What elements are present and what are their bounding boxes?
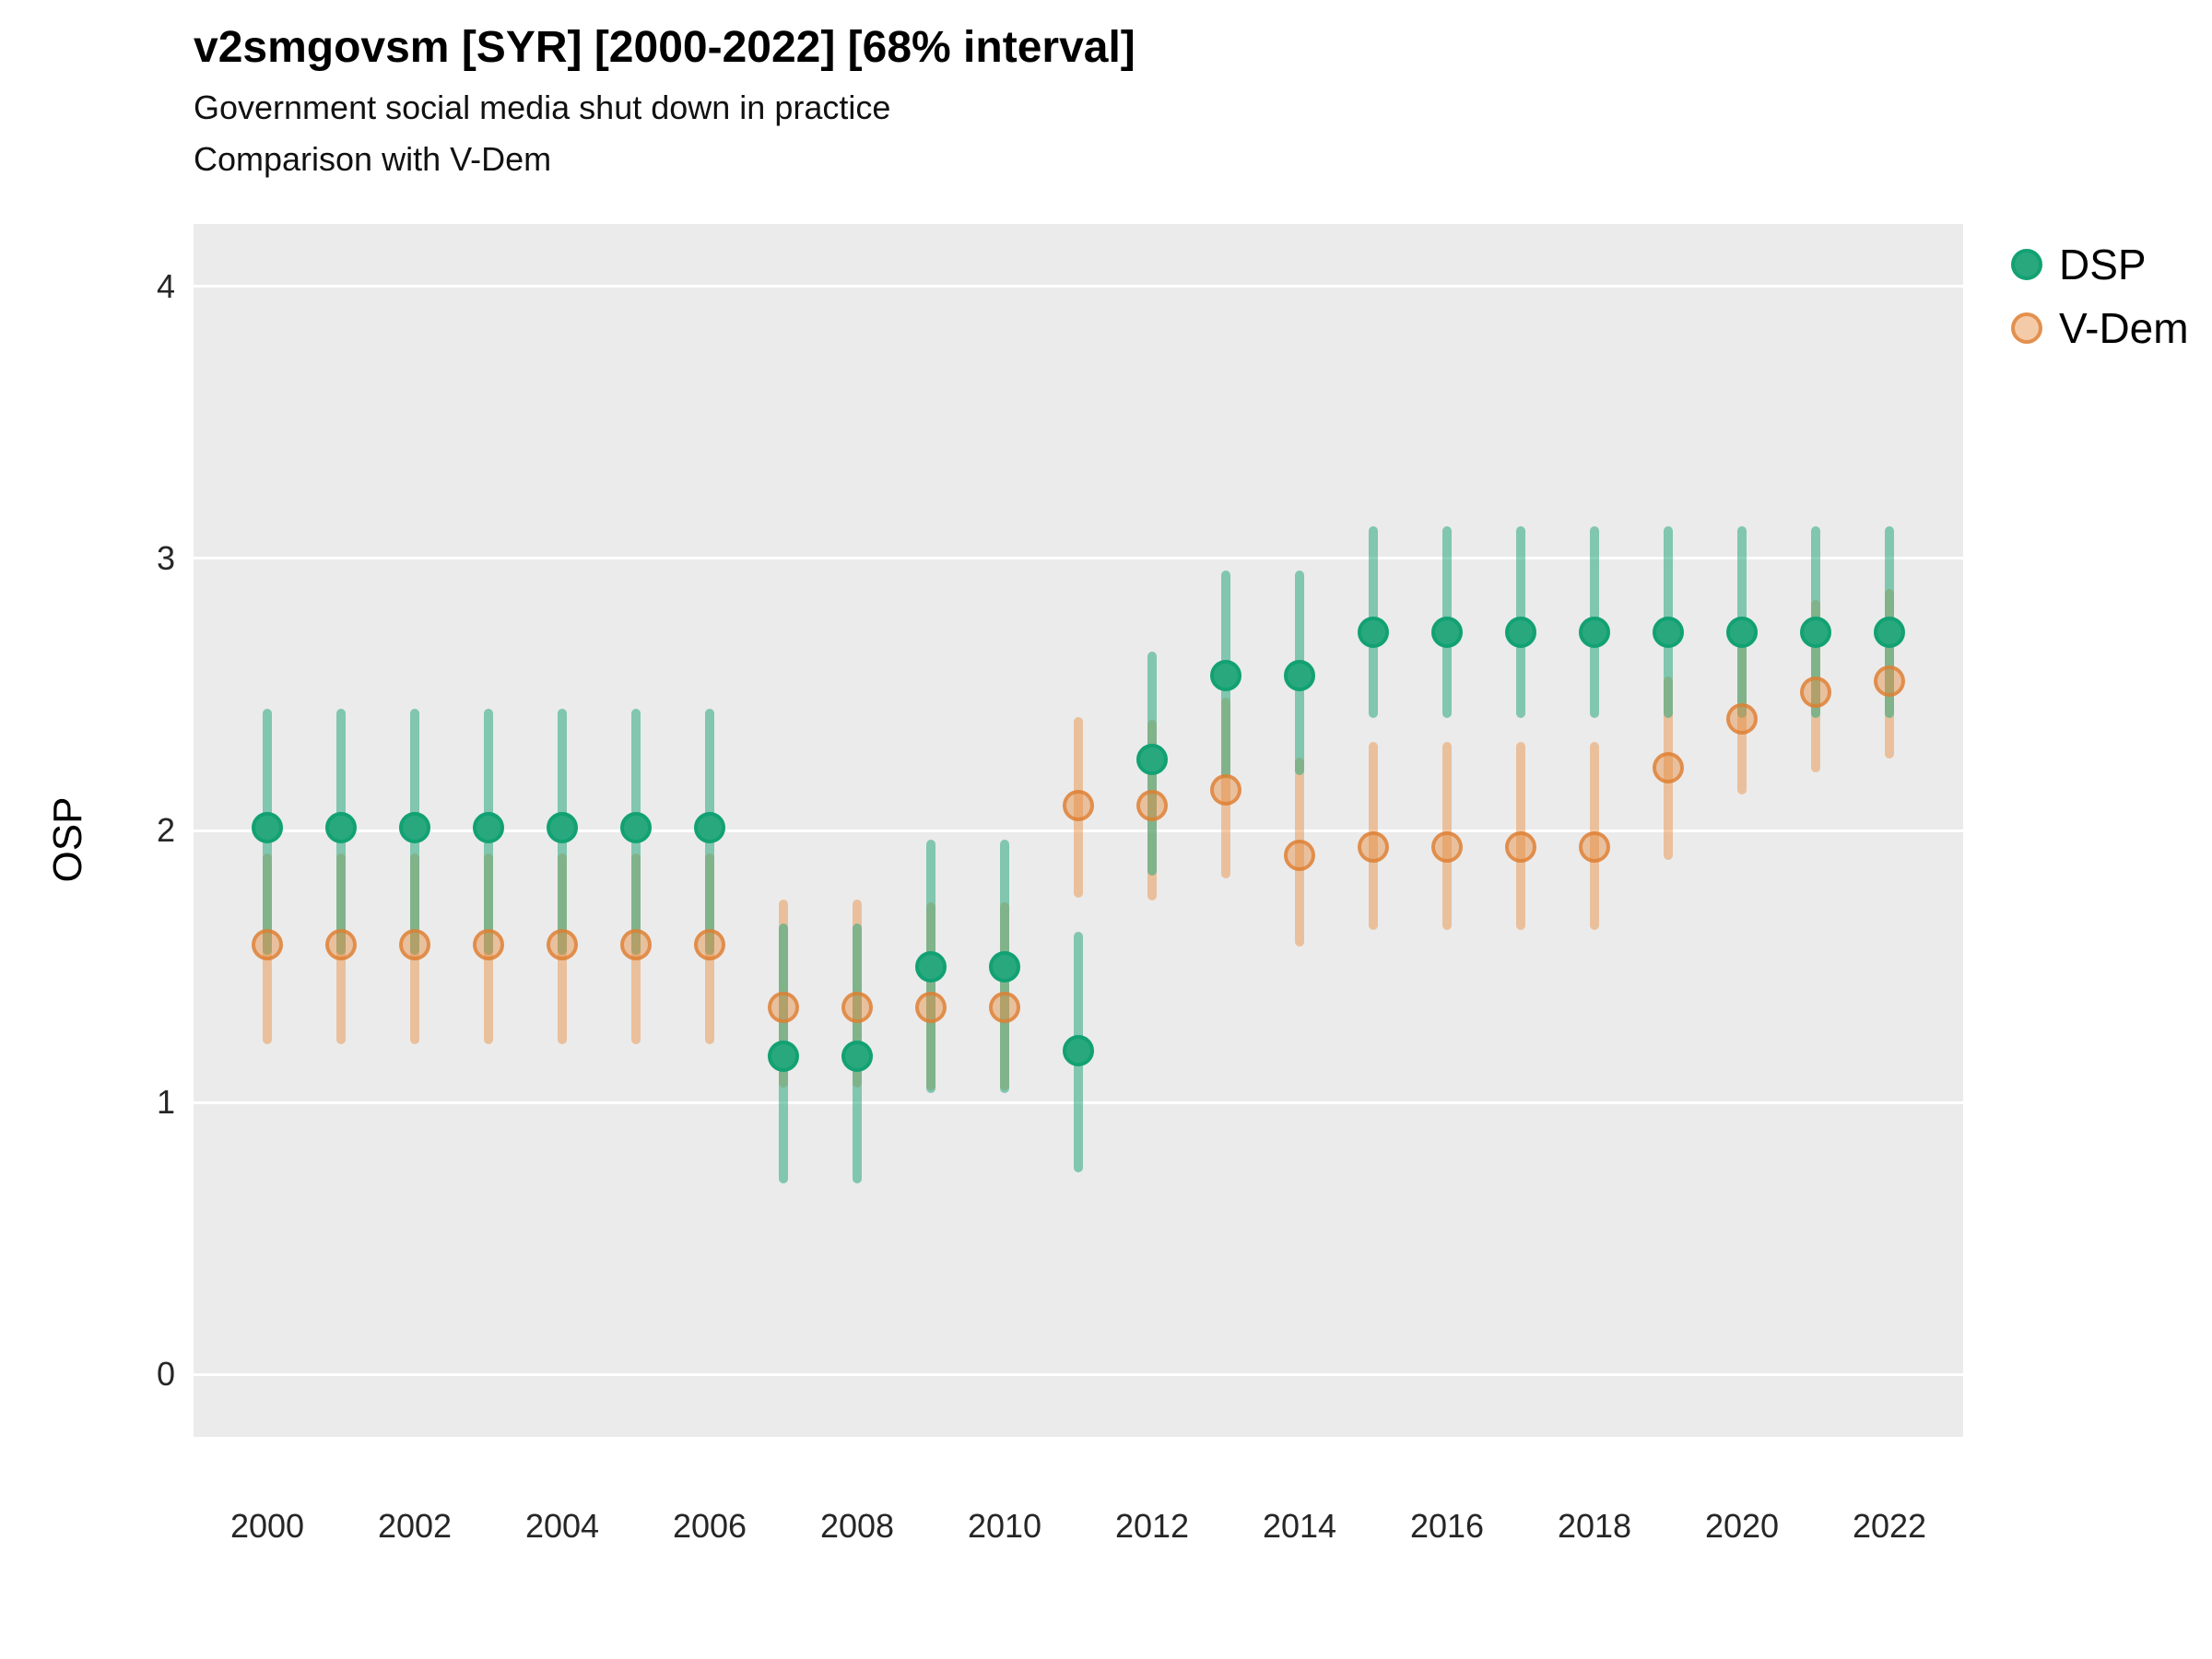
dsp-point-2001 (325, 812, 357, 844)
x-tick-label-2016: 2016 (1409, 1507, 1485, 1545)
x-tick-label-2018: 2018 (1557, 1507, 1632, 1545)
v-dem-point-2004 (547, 928, 578, 960)
vdem-legend-marker-icon (2011, 312, 2042, 344)
x-tick-label-2022: 2022 (1852, 1507, 1927, 1545)
dsp-point-2015 (1358, 616, 1389, 648)
dsp-point-2006 (694, 812, 725, 844)
dsp-point-2008 (841, 1040, 873, 1072)
v-dem-point-2008 (841, 991, 873, 1023)
gridline-y-0 (194, 1372, 1963, 1376)
plot-panel (194, 224, 1963, 1437)
dsp-point-2013 (1210, 659, 1241, 691)
x-tick-label-2010: 2010 (967, 1507, 1042, 1545)
dsp-point-2012 (1136, 744, 1168, 776)
v-dem-point-2010 (989, 991, 1020, 1023)
v-dem-point-2013 (1210, 773, 1241, 806)
dsp-point-2020 (1726, 616, 1758, 648)
y-tick-label-4: 4 (156, 266, 175, 305)
legend-label-dsp: DSP (2059, 241, 2147, 288)
x-tick-label-2014: 2014 (1262, 1507, 1337, 1545)
legend: DSP V-Dem (2011, 241, 2189, 368)
y-tick-label-3: 3 (156, 538, 175, 577)
x-tick-label-2008: 2008 (819, 1507, 895, 1545)
dsp-point-2022 (1874, 616, 1905, 648)
dsp-point-2019 (1653, 616, 1684, 648)
v-dem-point-2012 (1136, 790, 1168, 822)
v-dem-point-2003 (473, 928, 504, 960)
legend-label-vdem: V-Dem (2059, 303, 2189, 352)
x-tick-label-2020: 2020 (1704, 1507, 1780, 1545)
x-tick-label-2000: 2000 (229, 1507, 305, 1545)
v-dem-point-2015 (1358, 830, 1389, 863)
chart-title: v2smgovsm [SYR] [2000-2022] [68% interva… (194, 23, 1135, 72)
dsp-point-2005 (620, 812, 652, 844)
y-tick-label-0: 0 (156, 1355, 175, 1394)
v-dem-point-2019 (1653, 752, 1684, 784)
dsp-point-2004 (547, 812, 578, 844)
v-dem-point-2014 (1284, 839, 1315, 871)
v-dem-point-2001 (325, 928, 357, 960)
x-tick-label-2004: 2004 (524, 1507, 600, 1545)
y-axis-label: OSP (45, 796, 90, 883)
v-dem-point-2020 (1726, 703, 1758, 735)
v-dem-point-2005 (620, 928, 652, 960)
v-dem-point-2006 (694, 928, 725, 960)
dsp-point-2016 (1431, 616, 1463, 648)
v-dem-point-2021 (1800, 676, 1831, 708)
dsp-point-2010 (989, 950, 1020, 982)
x-tick-label-2006: 2006 (672, 1507, 747, 1545)
v-dem-point-2017 (1505, 830, 1536, 863)
dsp-point-2018 (1579, 616, 1610, 648)
chart-subtitle-comparison: Comparison with V-Dem (194, 140, 552, 178)
x-tick-label-2002: 2002 (377, 1507, 453, 1545)
v-dem-point-2000 (252, 928, 283, 960)
dsp-point-2002 (399, 812, 430, 844)
dsp-point-2007 (768, 1040, 799, 1072)
dsp-point-2003 (473, 812, 504, 844)
v-dem-point-2018 (1579, 830, 1610, 863)
dsp-point-2014 (1284, 659, 1315, 691)
legend-item-dsp: DSP (2011, 241, 2189, 288)
gridline-y-3 (194, 557, 1963, 560)
v-dem-point-2022 (1874, 665, 1905, 697)
dsp-point-2009 (915, 950, 947, 982)
y-tick-label-1: 1 (156, 1083, 175, 1122)
dsp-legend-marker-icon (2011, 249, 2042, 281)
v-dem-point-2016 (1431, 830, 1463, 863)
dsp-point-2000 (252, 812, 283, 844)
v-dem-point-2002 (399, 928, 430, 960)
v-dem-point-2007 (768, 991, 799, 1023)
y-tick-label-2: 2 (156, 811, 175, 849)
dsp-point-2017 (1505, 616, 1536, 648)
v-dem-point-2009 (915, 991, 947, 1023)
gridline-y-4 (194, 285, 1963, 288)
dsp-point-2021 (1800, 616, 1831, 648)
v-dem-point-2011 (1063, 790, 1094, 822)
dsp-point-2011 (1063, 1035, 1094, 1066)
legend-item-vdem: V-Dem (2011, 303, 2189, 352)
x-tick-label-2012: 2012 (1114, 1507, 1190, 1545)
chart-subtitle: Government social media shut down in pra… (194, 88, 891, 126)
